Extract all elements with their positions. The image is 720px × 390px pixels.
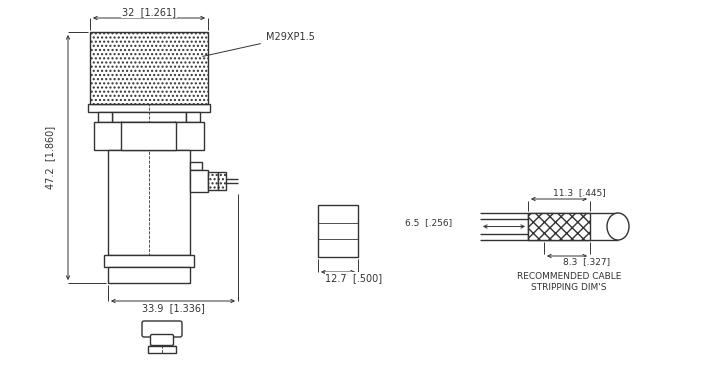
Bar: [98, 112, 112, 122]
Text: RECOMMENDED CABLE
STRIPPING DIM'S: RECOMMENDED CABLE STRIPPING DIM'S: [517, 272, 621, 292]
FancyBboxPatch shape: [150, 335, 174, 346]
Text: 32  [1.261]: 32 [1.261]: [122, 7, 176, 17]
Bar: [121, 122, 176, 150]
Text: M29XP1.5: M29XP1.5: [203, 32, 315, 57]
Ellipse shape: [607, 213, 629, 240]
Bar: [104, 255, 194, 267]
Bar: [528, 213, 590, 240]
Bar: [112, 112, 186, 122]
Text: 12.7  [.500]: 12.7 [.500]: [325, 273, 382, 283]
Bar: [318, 205, 358, 257]
Bar: [108, 267, 190, 283]
Text: 6.5  [.256]: 6.5 [.256]: [405, 218, 452, 227]
Bar: [190, 162, 202, 170]
Bar: [208, 172, 218, 190]
Text: 11.3  [.445]: 11.3 [.445]: [553, 188, 606, 197]
Bar: [88, 104, 210, 112]
FancyBboxPatch shape: [142, 321, 182, 337]
Bar: [108, 150, 190, 255]
Bar: [190, 170, 208, 192]
Text: 8.3  [.327]: 8.3 [.327]: [564, 257, 611, 266]
Text: 33.9  [1.336]: 33.9 [1.336]: [142, 303, 204, 313]
Bar: [148, 346, 176, 353]
Bar: [94, 122, 204, 150]
Bar: [186, 112, 200, 122]
Bar: [218, 172, 226, 190]
Text: 47.2  [1.860]: 47.2 [1.860]: [45, 126, 55, 189]
Bar: [90, 32, 208, 104]
